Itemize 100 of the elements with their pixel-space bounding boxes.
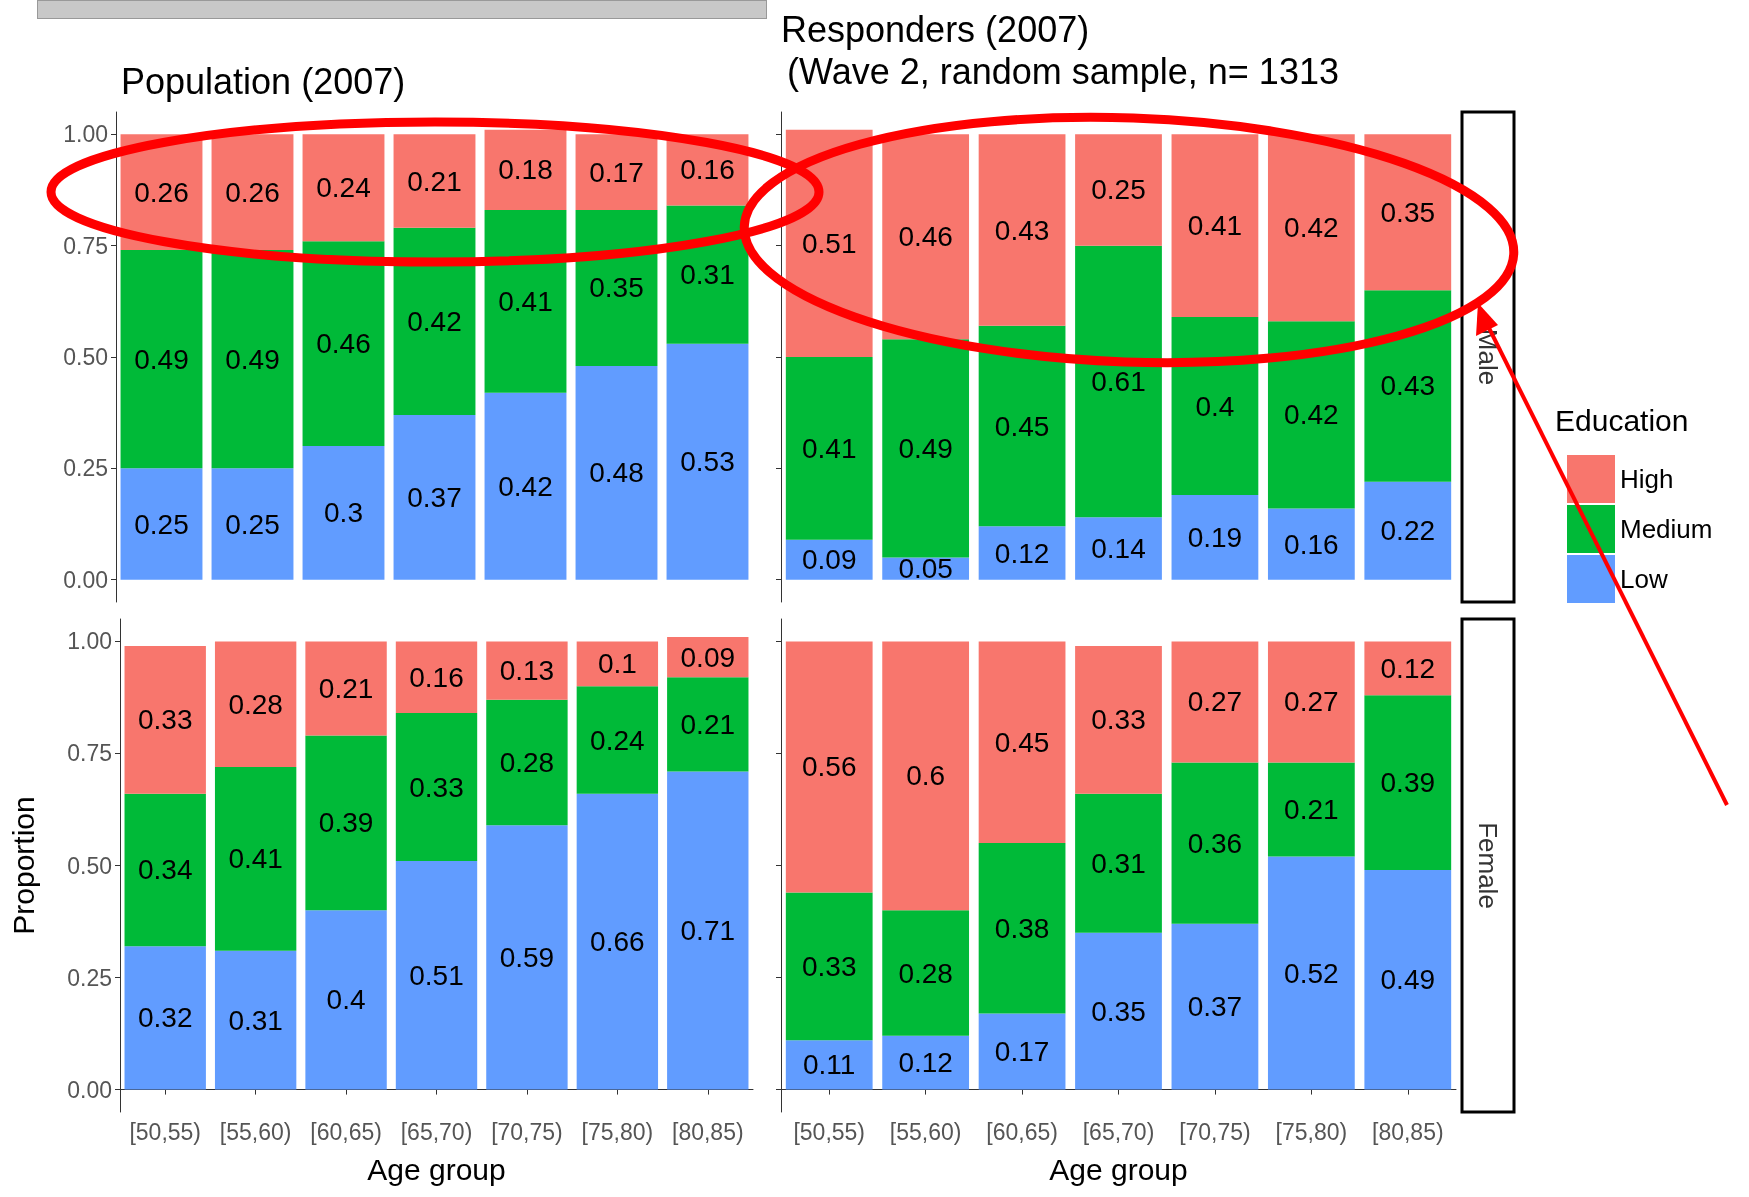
data-label: 0.56 <box>801 751 857 783</box>
data-label: 0.25 <box>134 508 189 540</box>
data-label: 0.4 <box>1195 390 1235 422</box>
y-tick-label: 1.00 <box>63 121 108 148</box>
bar <box>395 713 478 862</box>
x-tick-label: [50,55) <box>793 1118 866 1145</box>
data-label: 0.33 <box>801 950 857 982</box>
data-label: 0.17 <box>994 1036 1050 1067</box>
bar <box>302 241 385 447</box>
data-label: 0.4 <box>326 984 366 1016</box>
data-label: 0.09 <box>801 544 857 576</box>
data-label: 0.16 <box>1284 528 1339 560</box>
bar <box>486 699 568 826</box>
data-label: 0.21 <box>407 165 462 197</box>
data-label: 0.11 <box>803 1049 856 1081</box>
legend-label: High <box>1620 464 1674 494</box>
bar <box>785 1040 873 1090</box>
data-label: 0.18 <box>498 154 553 186</box>
data-label: 0.51 <box>801 227 857 259</box>
bar <box>1171 495 1259 580</box>
bar <box>1075 517 1162 580</box>
bar <box>120 468 203 580</box>
bar <box>393 134 476 228</box>
bar <box>1171 923 1259 1090</box>
bar <box>667 771 749 1090</box>
data-label: 0.13 <box>499 655 555 687</box>
bar <box>305 910 387 1090</box>
data-label: 0.36 <box>1187 827 1243 859</box>
data-label: 0.41 <box>1187 210 1243 242</box>
data-label: 0.37 <box>407 481 462 513</box>
y-tick-label: 1.00 <box>67 628 112 655</box>
bar <box>124 645 206 794</box>
bar <box>978 526 1066 580</box>
bar <box>211 250 294 469</box>
bar <box>484 210 567 393</box>
data-label: 0.46 <box>898 221 953 253</box>
bar <box>484 129 567 210</box>
bar <box>305 735 387 911</box>
data-label: 0.25 <box>1091 174 1146 206</box>
data-label: 0.16 <box>680 154 735 186</box>
x-tick-label: [55,60) <box>219 1118 292 1145</box>
data-label: 0.21 <box>318 672 374 704</box>
data-label: 0.39 <box>318 807 374 839</box>
bar <box>882 1035 970 1090</box>
bar <box>1171 762 1259 924</box>
data-label: 0.59 <box>499 941 555 973</box>
bar <box>393 414 476 580</box>
data-label: 0.42 <box>1284 399 1339 431</box>
y-tick-label: 0.25 <box>63 455 108 482</box>
data-label: 0.3 <box>324 497 363 529</box>
data-label: 0.14 <box>1091 533 1146 565</box>
bar <box>1267 856 1355 1090</box>
data-label: 0.35 <box>589 272 644 304</box>
data-label: 0.12 <box>898 1047 953 1079</box>
x-tick-label: [65,70) <box>1082 1118 1155 1145</box>
x-tick-label: [55,60) <box>889 1118 962 1145</box>
bar <box>1364 481 1452 580</box>
data-label: 0.42 <box>407 305 462 337</box>
x-tick-label: [60,65) <box>310 1118 382 1145</box>
bar <box>978 843 1066 1014</box>
data-label: 0.45 <box>994 410 1050 442</box>
chart-title: Responders (2007) <box>781 8 1090 50</box>
text: Female <box>1473 822 1503 909</box>
bar <box>1364 641 1452 696</box>
y-tick-label: 0.25 <box>67 964 112 991</box>
bar <box>302 134 385 242</box>
data-label: 0.27 <box>1187 686 1243 718</box>
bar <box>882 910 970 1036</box>
bar <box>1267 508 1355 580</box>
bar <box>978 134 1066 326</box>
x-tick-label: [75,80) <box>581 1118 654 1145</box>
data-label: 0.26 <box>225 176 280 208</box>
data-label: 0.46 <box>316 328 371 360</box>
data-label: 0.41 <box>801 432 857 464</box>
bar <box>576 793 659 1090</box>
data-label: 0.28 <box>228 688 283 720</box>
data-label: 0.52 <box>1284 957 1339 989</box>
bar <box>1075 793 1162 933</box>
chart-subtitle: (Wave 2, random sample, n= 1313 <box>787 50 1339 92</box>
bar <box>978 325 1066 527</box>
bar <box>576 641 659 687</box>
bar <box>575 365 658 580</box>
bar <box>1171 134 1259 317</box>
x-axis-title: Age group <box>1049 1152 1188 1186</box>
bar <box>124 793 206 947</box>
bar <box>1171 316 1259 496</box>
bar <box>882 134 970 340</box>
bar <box>211 468 294 580</box>
y-tick-label: 0.75 <box>63 232 108 259</box>
data-label: 0.45 <box>994 726 1050 758</box>
bar <box>1364 695 1452 870</box>
data-label: 0.25 <box>225 508 280 540</box>
x-tick-label: [70,75) <box>491 1118 563 1145</box>
bar <box>120 250 203 469</box>
data-label: 0.41 <box>498 285 553 317</box>
x-tick-label: [65,70) <box>400 1118 473 1145</box>
data-label: 0.41 <box>228 843 283 875</box>
x-tick-label: [80,85) <box>1371 1118 1444 1145</box>
bar <box>395 861 478 1090</box>
data-label: 0.31 <box>228 1004 283 1036</box>
